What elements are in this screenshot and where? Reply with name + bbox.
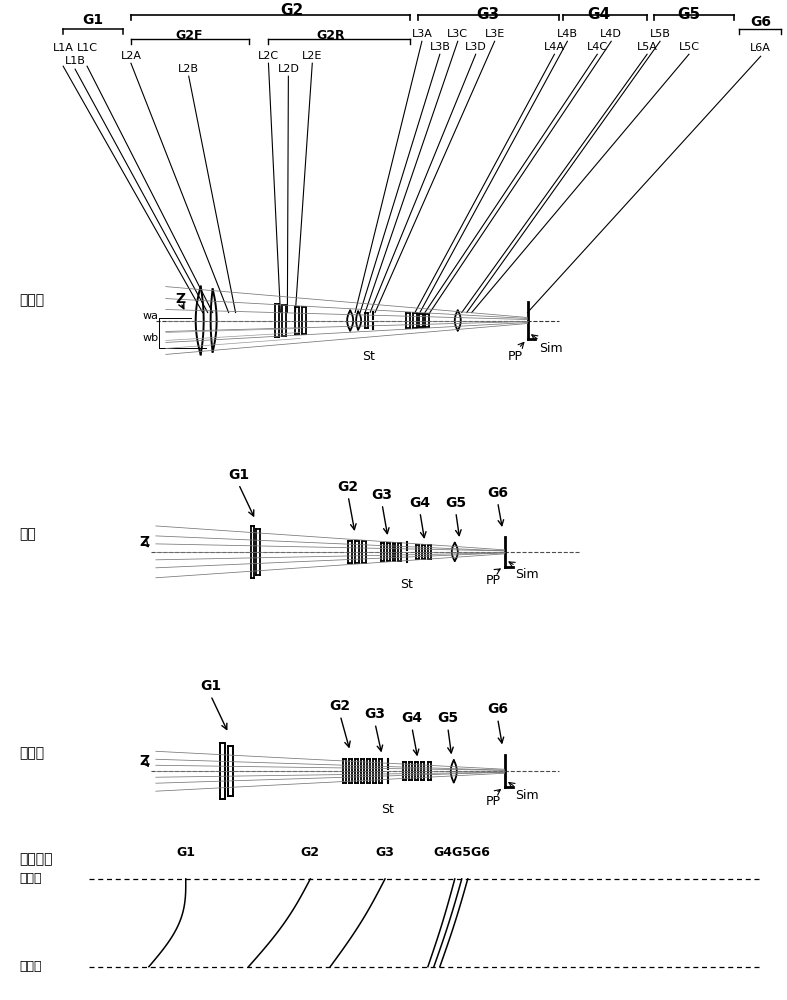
Text: G3: G3 [476,7,499,22]
Text: Z: Z [139,535,149,549]
Text: L4A: L4A [544,42,565,52]
Text: 广角端: 广角端 [20,294,44,308]
Text: Sim: Sim [515,568,539,581]
Text: L1C: L1C [76,43,98,53]
Text: G6: G6 [487,702,508,716]
Text: G2: G2 [281,3,304,18]
Text: L5C: L5C [678,42,700,52]
Text: L2B: L2B [178,64,199,74]
Text: G2: G2 [338,480,359,494]
Text: L3E: L3E [485,29,504,39]
Text: Sim: Sim [539,342,563,355]
Text: PP: PP [486,795,501,808]
Text: PP: PP [486,574,501,587]
Text: L1B: L1B [65,56,86,66]
Text: L2C: L2C [258,51,279,61]
Text: G4: G4 [401,711,423,725]
Text: L2D: L2D [278,64,299,74]
Text: L1A: L1A [53,43,74,53]
Text: St: St [382,803,394,816]
Text: Z: Z [139,754,149,768]
Text: St: St [401,578,413,591]
Text: G2: G2 [301,846,320,859]
Text: Sim: Sim [515,789,539,802]
Text: L4D: L4D [600,29,623,39]
Text: Z: Z [176,292,186,306]
Text: G4: G4 [409,496,430,510]
Text: G6: G6 [487,486,508,500]
Text: L4C: L4C [587,42,608,52]
Text: St: St [362,350,375,363]
Text: G2F: G2F [175,29,202,42]
Text: G5: G5 [445,496,467,510]
Text: wb: wb [142,333,159,343]
Text: G3: G3 [364,707,386,721]
Text: G4G5G6: G4G5G6 [434,846,490,859]
Text: G2R: G2R [316,29,345,42]
Text: 长焦端: 长焦端 [20,960,42,973]
Text: 长焦端: 长焦端 [20,746,44,760]
Text: G3: G3 [375,846,394,859]
Text: L3D: L3D [465,42,486,52]
Text: L2A: L2A [120,51,142,61]
Text: L3B: L3B [430,42,450,52]
Text: L2E: L2E [302,51,323,61]
Text: G1: G1 [200,679,221,693]
Text: G4: G4 [588,7,611,22]
Text: G1: G1 [83,13,104,27]
Text: G1: G1 [228,468,249,482]
Text: PP: PP [508,350,523,363]
Text: G2: G2 [330,699,351,713]
Text: G5: G5 [438,711,458,725]
Text: L6A: L6A [750,43,771,53]
Text: 中间: 中间 [20,527,36,541]
Text: L3C: L3C [447,29,468,39]
Text: G5: G5 [678,7,700,22]
Text: G6: G6 [750,15,771,29]
Text: 移动轨迹: 移动轨迹 [20,852,53,866]
Text: L4B: L4B [557,29,578,39]
Text: G1: G1 [176,846,195,859]
Text: L5B: L5B [649,29,671,39]
Text: G3: G3 [371,488,393,502]
Text: L5A: L5A [637,42,658,52]
Text: L3A: L3A [412,29,432,39]
Text: 广角端: 广角端 [20,872,42,885]
Text: wa: wa [142,311,159,321]
